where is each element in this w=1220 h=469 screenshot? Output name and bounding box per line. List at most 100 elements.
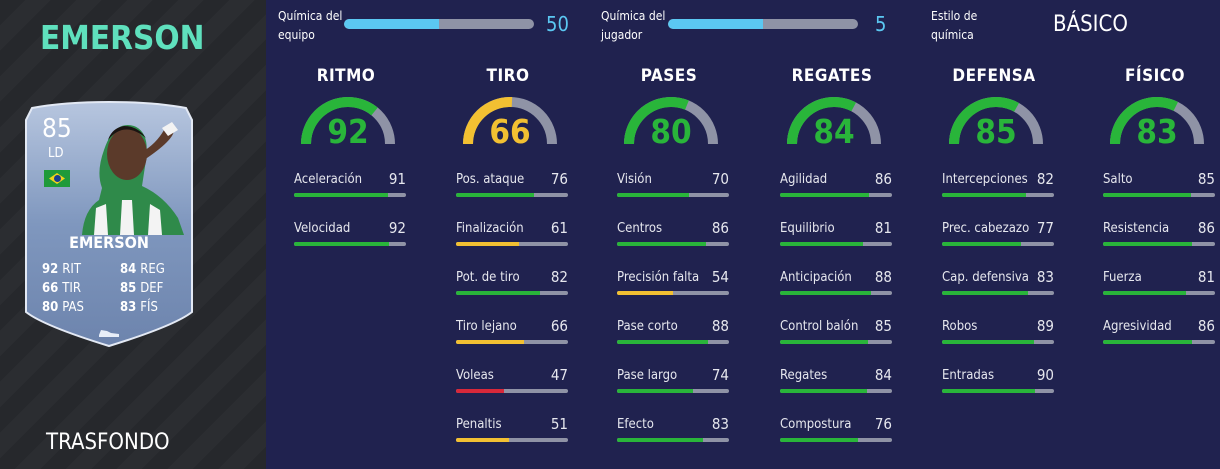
stat-bar — [780, 242, 892, 246]
stat-value: 66 — [550, 317, 568, 335]
stat-label: Pot. de tiro — [456, 270, 520, 285]
stat-label: Agresividad — [1103, 319, 1172, 334]
stat-value: 61 — [550, 219, 568, 237]
category-value: 83 — [1136, 112, 1178, 151]
card-stat-fis: 83 FÍS — [120, 300, 158, 315]
stat-label: Pase corto — [617, 319, 678, 334]
team-chemistry-value: 50 — [546, 12, 569, 36]
stat-bar — [780, 291, 892, 295]
gauge-fill — [787, 97, 857, 145]
stat-label: Voleas — [456, 368, 494, 383]
card-rating: 85 — [42, 114, 72, 144]
stat-row: Fuerza 81 — [1103, 268, 1215, 300]
stat-label: Anticipación — [780, 270, 852, 285]
stat-label: Equilibrio — [780, 221, 835, 236]
stat-value: 82 — [550, 268, 568, 286]
stat-row: Efecto 83 — [617, 415, 729, 447]
stat-row: Resistencia 86 — [1103, 219, 1215, 251]
stat-row: Voleas 47 — [456, 366, 568, 398]
stat-value: 86 — [1197, 317, 1215, 335]
player-card[interactable]: 85 LD EMERSON 92 RIT 84 REG 66 TIR 85 DEF 80… — [24, 100, 194, 348]
stat-bar — [294, 242, 406, 246]
stat-bar-fill — [617, 438, 703, 442]
stat-bar-fill — [456, 193, 535, 197]
stat-bar — [617, 193, 729, 197]
stat-bar-fill — [1103, 291, 1187, 295]
stat-label: Resistencia — [1103, 221, 1170, 236]
stat-value: 76 — [550, 170, 568, 188]
gauge-fill — [1110, 97, 1178, 145]
category-gauge: 85 — [946, 94, 1046, 152]
stat-value: 81 — [1197, 268, 1215, 286]
card-stat-pas: 80 PAS — [42, 300, 84, 315]
stat-label: Cap. defensiva — [942, 270, 1029, 285]
stat-value: 54 — [711, 268, 729, 286]
stat-label: Finalización — [456, 221, 524, 236]
stat-bar-fill — [617, 389, 694, 393]
stat-label: Centros — [617, 221, 663, 236]
category-title: REGATES — [791, 66, 873, 86]
stat-bar-fill — [780, 193, 869, 197]
stat-row: Salto 85 — [1103, 170, 1215, 202]
stat-bar-fill — [780, 242, 864, 246]
category-gauge: 84 — [784, 94, 884, 152]
stat-row: Pos. ataque 76 — [456, 170, 568, 202]
category-title: PASES — [640, 66, 698, 86]
stat-value: 85 — [1197, 170, 1215, 188]
stat-bar-fill — [942, 340, 1034, 344]
category-value: 80 — [650, 112, 692, 151]
stat-bar — [456, 340, 568, 344]
card-stat-reg: 84 REG — [120, 262, 165, 277]
stat-bar — [1103, 193, 1215, 197]
stat-label: Salto — [1103, 172, 1133, 187]
stat-bar-fill — [780, 389, 867, 393]
stat-value: 76 — [874, 415, 892, 433]
stat-row: Intercepciones 82 — [942, 170, 1054, 202]
stat-row: Control balón 85 — [780, 317, 892, 349]
stat-label: Velocidad — [294, 221, 351, 236]
stat-value: 70 — [711, 170, 729, 188]
stat-value: 85 — [874, 317, 892, 335]
stat-row: Pot. de tiro 82 — [456, 268, 568, 300]
team-chemistry-label: Química del equipo — [278, 9, 343, 42]
stat-bar-fill — [456, 438, 509, 442]
stat-value: 77 — [1036, 219, 1054, 237]
card-stats: 92 RIT 84 REG 66 TIR 85 DEF 80 PAS 83 FÍS — [42, 262, 182, 319]
team-chemistry-fill — [344, 19, 439, 29]
stat-label: Robos — [942, 319, 978, 334]
stat-row: Pase corto 88 — [617, 317, 729, 349]
stat-bar-fill — [294, 242, 389, 246]
stat-bar — [456, 242, 568, 246]
stat-bar — [456, 193, 568, 197]
stat-label: Control balón — [780, 319, 859, 334]
stat-value: 86 — [874, 170, 892, 188]
stat-bar — [617, 291, 729, 295]
stat-bar — [1103, 291, 1215, 295]
stat-value: 89 — [1036, 317, 1054, 335]
chemistry-style-label: Estilo de química — [931, 9, 978, 42]
brazil-flag-icon — [44, 170, 70, 187]
stat-label: Intercepciones — [942, 172, 1028, 187]
stat-value: 81 — [874, 219, 892, 237]
stat-bar-fill — [456, 340, 524, 344]
stat-row: Equilibrio 81 — [780, 219, 892, 251]
stat-row: Pase largo 74 — [617, 366, 729, 398]
card-stat-def: 85 DEF — [120, 281, 164, 296]
chemistry-style-value[interactable]: BÁSICO — [1053, 12, 1128, 37]
category-title: FÍSICO — [1124, 66, 1186, 86]
category-gauge: 80 — [621, 94, 721, 152]
stat-value: 83 — [1036, 268, 1054, 286]
stat-bar — [780, 340, 892, 344]
stat-row: Precisión falta 54 — [617, 268, 729, 300]
stat-row: Visión 70 — [617, 170, 729, 202]
stat-bar-fill — [780, 438, 859, 442]
stat-value: 86 — [1197, 219, 1215, 237]
stat-value: 92 — [388, 219, 406, 237]
stat-value: 84 — [874, 366, 892, 384]
category-gauge: 83 — [1107, 94, 1207, 152]
stat-label: Prec. cabezazo — [942, 221, 1030, 236]
category-title: TIRO — [486, 66, 530, 86]
card-name: EMERSON — [69, 233, 149, 252]
card-stat-tir: 66 TIR — [42, 281, 81, 296]
stat-bar — [456, 438, 568, 442]
